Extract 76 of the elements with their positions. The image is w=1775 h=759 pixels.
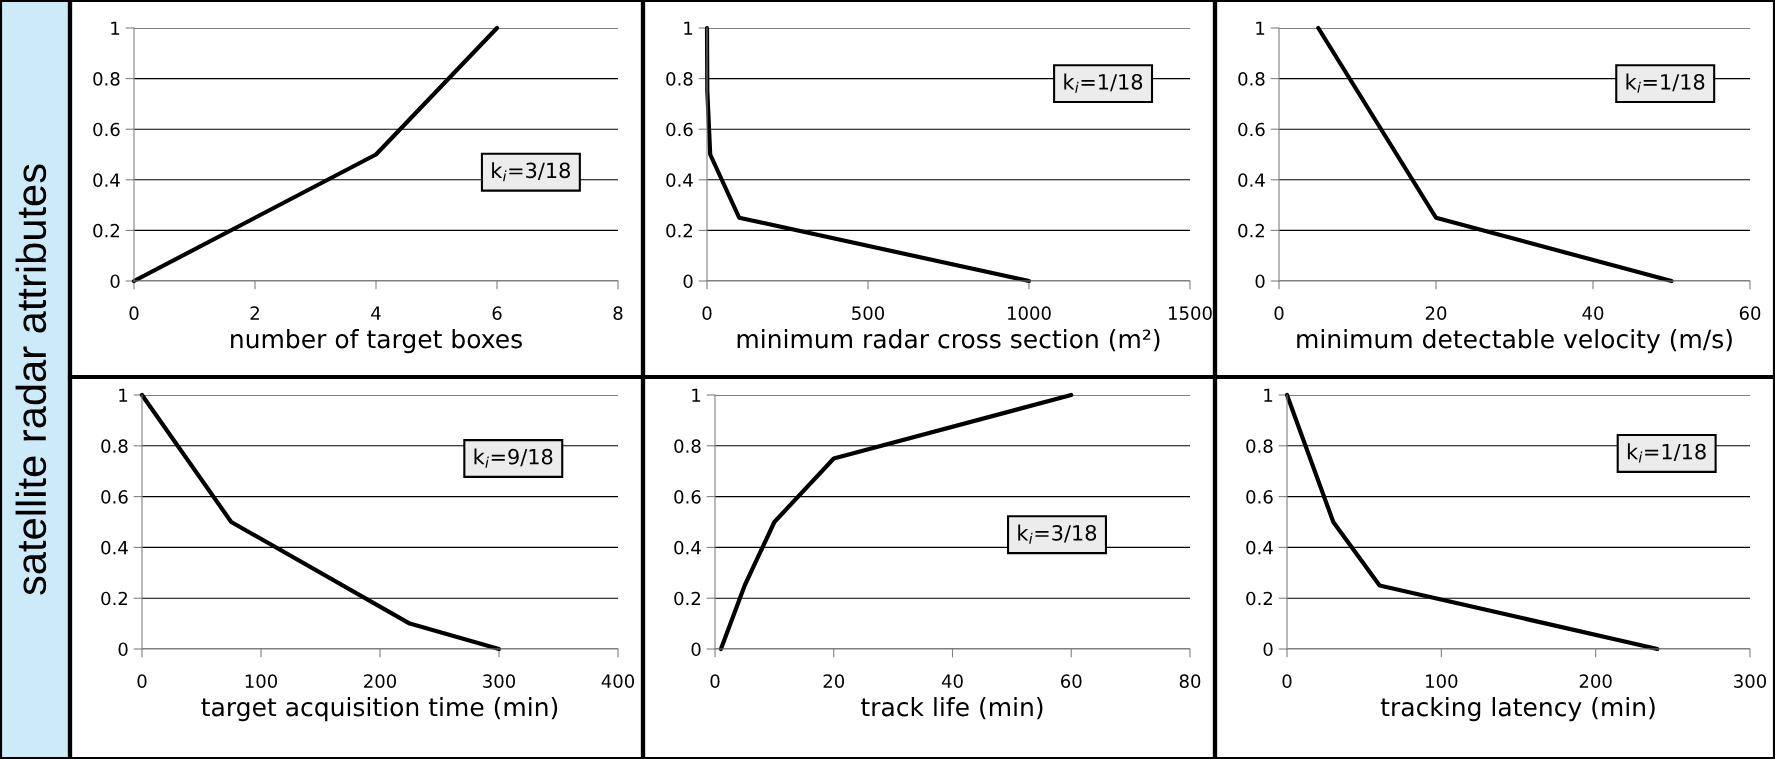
- y-tick-label: 0.4: [1246, 540, 1273, 555]
- x-tick-label: 40: [941, 674, 963, 688]
- annotation: k$_{i}$=1/18: [1627, 443, 1706, 463]
- x-axis-title: target acquisition time (min): [201, 697, 558, 722]
- x-tick-label: 1500: [1169, 306, 1212, 320]
- x-axis-title: track life (min): [861, 697, 1043, 720]
- y-tick-label: 0.6: [101, 490, 128, 504]
- x-tick-label: 300: [1734, 674, 1767, 688]
- y-tick-label: 0.8: [1246, 439, 1273, 453]
- annotation: k$_{i}$=1/18: [1064, 73, 1143, 93]
- annotation: k$_{i}$=1/18: [1626, 73, 1705, 93]
- y-tick-label: 0.2: [1246, 591, 1272, 606]
- y-tick-label: 0.8: [666, 72, 693, 86]
- y-tick-label: 0: [110, 274, 120, 289]
- y-tick-label: 0.4: [93, 173, 120, 187]
- annotation: k$_{i}$=3/18: [492, 162, 570, 182]
- y-tick-label: 0: [1263, 642, 1273, 657]
- y-tick-label: 0.4: [666, 173, 693, 187]
- x-axis-title: minimum radar cross section (m²): [737, 329, 1160, 352]
- y-tick-label: 0.4: [101, 540, 128, 555]
- y-tick-label: 0.6: [674, 490, 701, 504]
- x-tick-label: 100: [245, 674, 278, 688]
- x-tick-label: 0: [1282, 674, 1292, 688]
- y-tick-label: 1: [119, 388, 128, 402]
- y-tick-label: 0.6: [93, 122, 120, 137]
- x-tick-label: 8: [613, 306, 623, 320]
- y-tick-label: 0.4: [674, 540, 701, 555]
- y-tick-label: 0.2: [93, 223, 119, 238]
- y-tick-label: 0: [691, 642, 701, 657]
- y-tick-label: 1: [1264, 388, 1273, 402]
- x-tick-label: 0: [129, 306, 139, 320]
- x-tick-label: 80: [1179, 674, 1201, 688]
- x-tick-label: 6: [492, 306, 502, 320]
- x-tick-label: 20: [823, 674, 845, 688]
- y-tick-label: 1: [111, 21, 120, 35]
- x-tick-label: 300: [483, 674, 516, 688]
- x-tick-label: 1000: [1008, 306, 1051, 320]
- x-tick-label: 0: [702, 306, 712, 320]
- annotation: k$_{i}$=3/18: [1018, 524, 1097, 544]
- x-axis-title: tracking latency (min): [1380, 697, 1655, 722]
- y-tick-label: 0: [1255, 274, 1265, 289]
- x-tick-label: 0: [1274, 306, 1284, 320]
- x-tick-label: 400: [601, 674, 635, 688]
- x-tick-label: 0: [710, 674, 720, 688]
- x-axis-title: minimum detectable velocity (m/s): [1297, 329, 1732, 354]
- y-tick-label: 0.8: [101, 439, 128, 453]
- y-tick-label: 1: [1256, 21, 1265, 35]
- y-tick-label: 0.8: [93, 72, 120, 86]
- y-tick-label: 0.6: [1246, 490, 1273, 504]
- x-tick-label: 60: [1739, 306, 1761, 320]
- x-tick-label: 60: [1061, 674, 1082, 688]
- x-axis-title: number of target boxes: [231, 329, 522, 354]
- y-tick-label: 0.2: [1238, 223, 1264, 238]
- y-tick-label: 0.2: [101, 591, 127, 606]
- annotation: k$_{i}$=9/18: [474, 448, 553, 468]
- y-tick-label: 0.8: [674, 439, 701, 453]
- y-tick-label: 0.6: [666, 122, 693, 137]
- x-tick-label: 500: [852, 306, 885, 320]
- y-tick-label: 0.8: [1238, 72, 1265, 86]
- y-tick-label: 0.4: [1238, 173, 1265, 187]
- x-tick-label: 200: [364, 674, 397, 688]
- y-tick-label: 1: [684, 21, 693, 35]
- x-tick-label: 40: [1582, 306, 1604, 320]
- y-axis-title: satellite radar attributes: [15, 164, 47, 595]
- y-tick-label: 0: [683, 274, 693, 289]
- x-tick-label: 2: [250, 306, 259, 320]
- x-tick-label: 4: [371, 306, 381, 320]
- y-tick-label: 0.2: [666, 223, 692, 238]
- x-tick-label: 20: [1425, 306, 1447, 320]
- x-tick-label: 200: [1579, 674, 1612, 688]
- y-tick-label: 0.6: [1238, 122, 1265, 137]
- y-tick-label: 1: [692, 388, 701, 402]
- x-tick-label: 0: [137, 674, 147, 688]
- y-tick-label: 0.2: [674, 591, 700, 606]
- x-tick-label: 100: [1426, 674, 1458, 688]
- y-tick-label: 0: [118, 642, 128, 657]
